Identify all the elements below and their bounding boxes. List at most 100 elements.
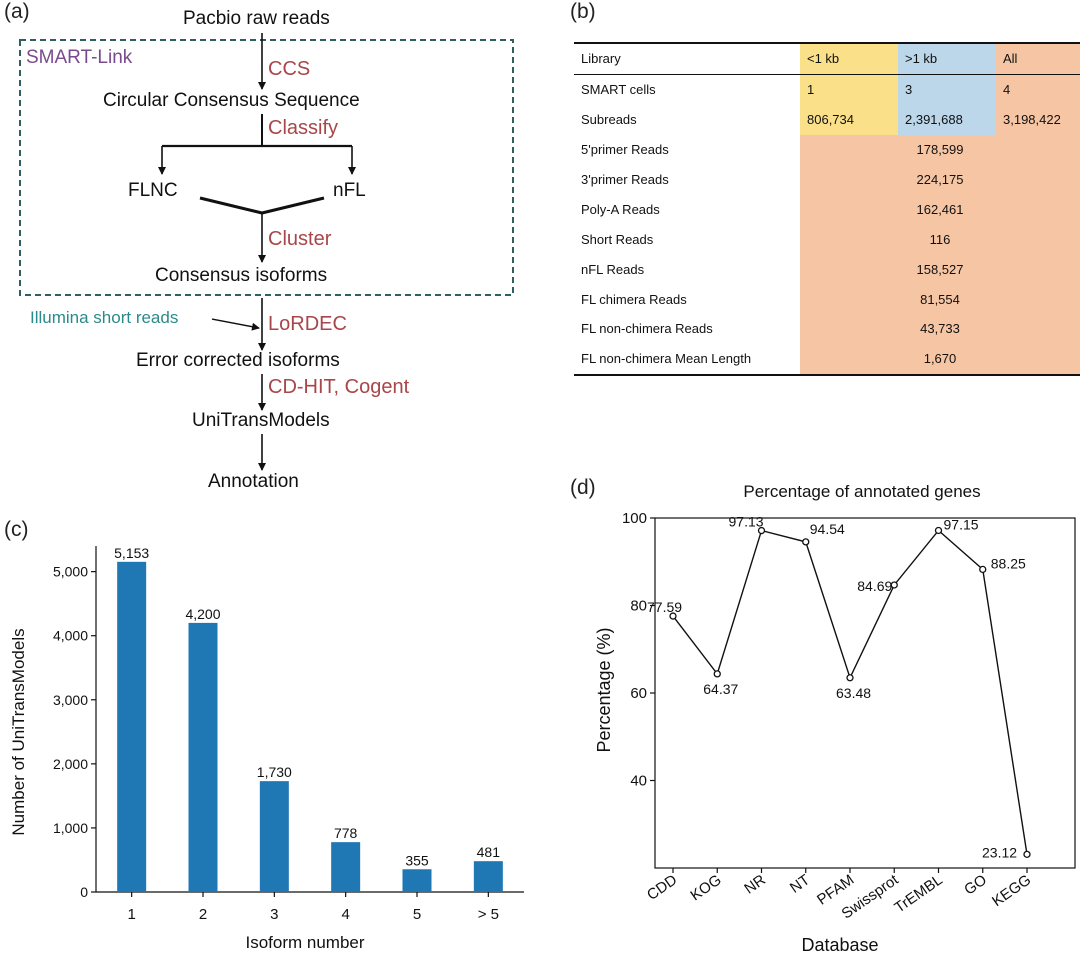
- bar-3: [259, 781, 289, 892]
- bar-chart-ytick-label: 1,000: [53, 820, 88, 836]
- bar-value-label: 4,200: [185, 606, 220, 622]
- line-value-label: 94.54: [810, 521, 845, 537]
- panel-label-b: (b): [570, 0, 596, 23]
- cell-merged-value: 116: [800, 224, 1080, 255]
- bar-4: [331, 842, 361, 892]
- bar-value-label: 355: [405, 852, 429, 868]
- table-row: FL non-chimera Mean Length 1,670: [574, 343, 1080, 376]
- table-row: FL chimera Reads 81,554: [574, 284, 1080, 315]
- panel-label-a: (a): [4, 0, 30, 23]
- bar-chart-xtick-label: 4: [341, 906, 349, 923]
- bar-chart-ytick-label: 2,000: [53, 756, 88, 772]
- cell-merged-value: 162,461: [800, 194, 1080, 225]
- line-chart-xtick-label: GO: [961, 871, 990, 898]
- line-value-label: 23.12: [982, 844, 1017, 860]
- bar-chart-xlabel: Isoform number: [245, 933, 364, 952]
- cell-lt1kb: 806,734: [800, 104, 898, 135]
- table-row: Poly-A Reads 162,461: [574, 194, 1080, 225]
- cell-all: 4: [996, 74, 1080, 105]
- line-chart-xtick-label: NT: [787, 871, 813, 896]
- library-stats-table: Library <1 kb >1 kb All SMART cells 1 3 …: [574, 41, 1080, 376]
- line-chart-xtick-label: TrEMBL: [891, 871, 945, 916]
- line-value-label: 63.48: [836, 685, 871, 701]
- row-label: SMART cells: [574, 74, 800, 105]
- node-annotation: Annotation: [208, 471, 299, 492]
- bar-value-label: 1,730: [257, 764, 292, 780]
- table-row: SMART cells 1 3 4: [574, 74, 1080, 105]
- row-label: Short Reads: [574, 224, 800, 255]
- line-chart-ytick-label: 40: [630, 773, 647, 790]
- line-chart-xlabel: Database: [801, 935, 878, 954]
- flowchart-lines: [19, 33, 514, 471]
- bar-chart-xtick-label: > 5: [478, 906, 499, 923]
- line-point-swissprot: [890, 581, 898, 589]
- line-point-kog: [713, 670, 721, 678]
- cell-all: 3,198,422: [996, 104, 1080, 135]
- node-nfl: nFL: [333, 180, 366, 201]
- header-library: Library: [574, 41, 800, 75]
- bar-chart-ytick-label: 4,000: [53, 628, 88, 644]
- row-label: Poly-A Reads: [574, 194, 800, 225]
- line-point-trembl: [934, 526, 943, 535]
- cell-merged-value: 224,175: [800, 164, 1080, 195]
- line-point-pfam: [846, 674, 854, 682]
- row-label: 3'primer Reads: [574, 164, 800, 195]
- process-lordec: LoRDEC: [268, 313, 347, 335]
- node-flnc: FLNC: [128, 180, 178, 201]
- bar-1: [117, 561, 147, 892]
- node-ccs-sequence: Circular Consensus Sequence: [103, 90, 360, 111]
- smart-link-label: SMART-Link: [26, 47, 133, 68]
- line-value-label: 88.25: [991, 555, 1026, 571]
- cell-gt1kb: 3: [898, 74, 996, 105]
- line-chart-ylabel: Percentage (%): [594, 627, 614, 752]
- cell-gt1kb: 2,391,688: [898, 104, 996, 135]
- process-cluster: Cluster: [268, 228, 332, 250]
- bar-chart-ytick-label: 0: [80, 884, 88, 900]
- cell-lt1kb: 1: [800, 74, 898, 105]
- line-point-kegg: [1023, 850, 1031, 859]
- table-row: FL non-chimera Reads 43,733: [574, 314, 1080, 344]
- bar-value-label: 481: [477, 844, 501, 860]
- table-row: Subreads 806,734 2,391,688 3,198,422: [574, 104, 1080, 135]
- line-chart-xtick-label: CDD: [644, 871, 681, 904]
- cell-merged-value: 158,527: [800, 254, 1080, 285]
- row-label: FL non-chimera Mean Length: [574, 343, 800, 376]
- line-value-label: 84.69: [857, 578, 892, 594]
- row-label: FL non-chimera Reads: [574, 314, 800, 344]
- node-error-corrected: Error corrected isoforms: [136, 350, 340, 371]
- line-chart-ytick-label: 100: [622, 510, 647, 527]
- row-label: 5'primer Reads: [574, 134, 800, 165]
- cell-merged-value: 81,554: [800, 284, 1080, 315]
- table-row: nFL Reads 158,527: [574, 254, 1080, 285]
- bar-chart-xtick-label: 5: [413, 906, 421, 923]
- cell-merged-value: 1,670: [800, 343, 1080, 376]
- annotation-line-chart: Percentage of annotated genes Percentage…: [594, 482, 1076, 954]
- table-row: Short Reads 116: [574, 224, 1080, 255]
- line-chart-ytick-label: 80: [630, 598, 647, 615]
- line-value-label: 77.59: [647, 599, 682, 615]
- panel-label-d: (d): [570, 476, 596, 499]
- row-label: nFL Reads: [574, 254, 800, 285]
- bar-chart-xtick-label: 1: [127, 906, 135, 923]
- header-all: All: [996, 41, 1080, 75]
- process-classify: Classify: [268, 117, 339, 139]
- bar-chart-ytick-label: 5,000: [53, 564, 88, 580]
- line-value-label: 97.15: [944, 516, 979, 532]
- bar-value-label: 5,153: [114, 545, 149, 561]
- bar-chart-ytick-label: 3,000: [53, 692, 88, 708]
- bar-value-label: 778: [334, 825, 358, 841]
- bar-chart-ylabel: Number of UniTransModels: [9, 628, 28, 835]
- bar-6: [473, 861, 503, 892]
- line-chart-ytick-label: 60: [630, 685, 647, 702]
- header-lt1kb: <1 kb: [800, 41, 898, 75]
- line-chart-xtick-label: KOG: [687, 871, 724, 904]
- node-unitransmodels: UniTransModels: [192, 410, 330, 431]
- line-chart-title: Percentage of annotated genes: [743, 482, 980, 501]
- bar-2: [188, 622, 218, 892]
- node-consensus-isoforms: Consensus isoforms: [155, 265, 328, 286]
- process-cdhit-cogent: CD-HIT, Cogent: [268, 376, 410, 398]
- panel-label-c: (c): [4, 518, 29, 541]
- cell-merged-value: 43,733: [800, 314, 1080, 344]
- bar-chart-xtick-label: 2: [199, 906, 207, 923]
- line-point-nt: [802, 538, 810, 546]
